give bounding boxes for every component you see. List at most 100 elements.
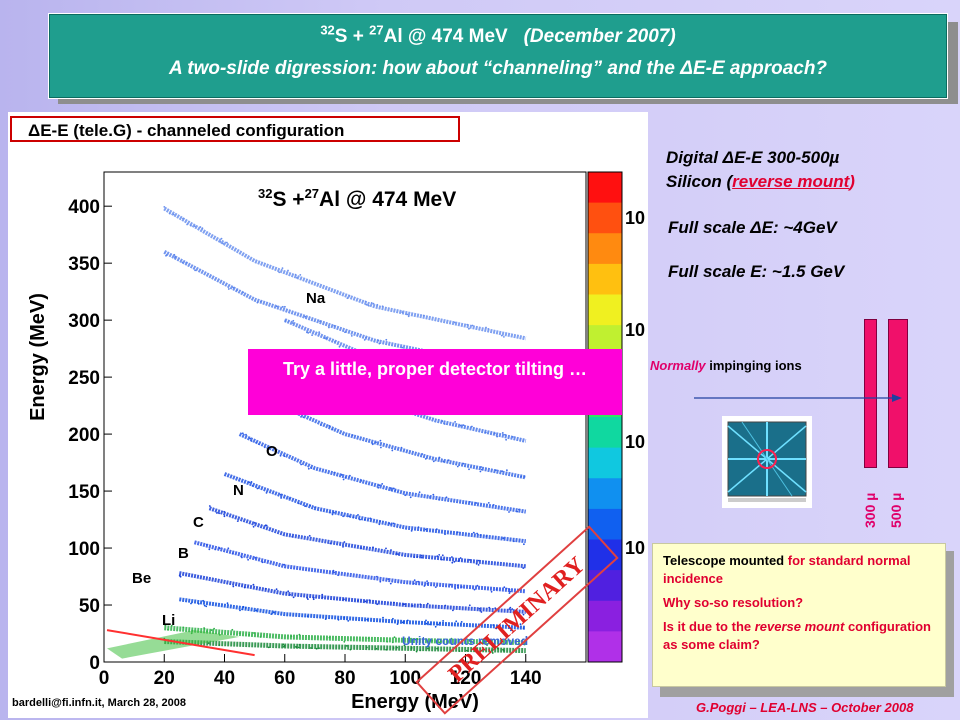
data-point (364, 600, 367, 603)
data-point (306, 331, 308, 334)
ion-label: Li (162, 612, 176, 629)
color-scale-bin (588, 172, 622, 204)
data-point (478, 607, 481, 610)
data-point (491, 652, 494, 654)
data-point (393, 601, 395, 604)
data-point (281, 267, 284, 269)
data-point (466, 323, 469, 326)
title-subtitle: A two-slide digression: how about “chann… (168, 58, 828, 79)
isotope-band (164, 625, 526, 646)
data-point (506, 469, 508, 472)
data-point (410, 647, 413, 650)
data-point (231, 628, 234, 631)
data-point (426, 582, 429, 585)
data-point (390, 549, 392, 551)
data-point (194, 225, 196, 228)
data-point (401, 311, 404, 314)
data-point (299, 274, 302, 276)
data-point (457, 587, 459, 589)
data-point (325, 337, 328, 340)
data-point (436, 647, 439, 650)
data-point (367, 637, 370, 639)
data-point (371, 443, 374, 446)
x-axis-label: Energy (MeV) (351, 691, 479, 713)
data-point (450, 637, 453, 640)
data-point (216, 512, 218, 514)
data-point (432, 493, 435, 496)
data-point (248, 481, 251, 484)
data-point (257, 443, 260, 445)
color-scale-label: 10 (625, 432, 645, 452)
data-point (312, 596, 315, 599)
data-point (501, 432, 504, 434)
data-point (310, 467, 313, 469)
data-point (503, 336, 505, 338)
element: Al @ 474 MeV (319, 188, 457, 211)
x-tick-label: 120 (450, 668, 482, 689)
isotope-band (208, 506, 526, 569)
data-point (375, 647, 378, 650)
data-point (333, 571, 335, 574)
data-point (509, 606, 512, 609)
x-tick-label: 40 (214, 668, 235, 689)
beam-caption-text: impinging ions (705, 358, 802, 373)
data-point (496, 435, 498, 438)
data-point (479, 534, 482, 536)
data-point (396, 623, 399, 625)
data-point (522, 638, 524, 641)
data-point (401, 621, 404, 624)
data-point (350, 335, 353, 337)
data-point (342, 546, 344, 548)
tilting-callout: Try a little, proper detector tilting … (248, 349, 622, 415)
data-point (444, 533, 446, 536)
data-point (495, 588, 498, 590)
data-point (403, 644, 406, 647)
data-point (425, 622, 428, 625)
data-point (493, 432, 496, 435)
data-point (324, 337, 326, 339)
data-point (475, 563, 478, 565)
ion-label: Be (132, 570, 152, 587)
data-point (333, 325, 336, 327)
data-point (523, 476, 526, 478)
data-point (471, 425, 473, 428)
data-point (475, 502, 478, 504)
data-point (292, 596, 295, 599)
element: S + (334, 26, 370, 47)
data-point (511, 608, 514, 610)
data-point (213, 627, 216, 630)
data-point (357, 600, 359, 602)
data-point (410, 530, 413, 532)
data-point (232, 286, 235, 289)
y-tick-label: 200 (68, 425, 100, 446)
data-point (253, 632, 255, 634)
data-point (302, 416, 305, 419)
note-line: Telescope mounted for standard normal in… (663, 552, 935, 588)
data-point (487, 328, 490, 330)
mass-number: 32 (320, 22, 335, 38)
data-point (503, 650, 505, 652)
data-point (429, 623, 431, 626)
data-point (420, 554, 423, 557)
data-point (372, 546, 374, 549)
data-point (170, 624, 173, 627)
data-point (349, 474, 351, 477)
y-tick-label: 400 (68, 197, 100, 218)
data-point (328, 636, 331, 639)
data-point (223, 515, 226, 518)
beam-caption-highlight: Normally (650, 358, 706, 373)
data-point (357, 514, 359, 516)
data-point (392, 647, 395, 649)
data-point (291, 535, 294, 538)
data-point (168, 212, 171, 215)
data-point (490, 590, 493, 593)
data-point (295, 645, 297, 648)
data-point (367, 304, 370, 307)
data-point (379, 520, 381, 523)
color-scale-label: 10 (625, 320, 645, 340)
data-point (456, 584, 459, 587)
color-scale-bin (588, 478, 622, 510)
data-point (352, 516, 355, 519)
data-point (393, 636, 396, 639)
data-point (462, 462, 465, 465)
